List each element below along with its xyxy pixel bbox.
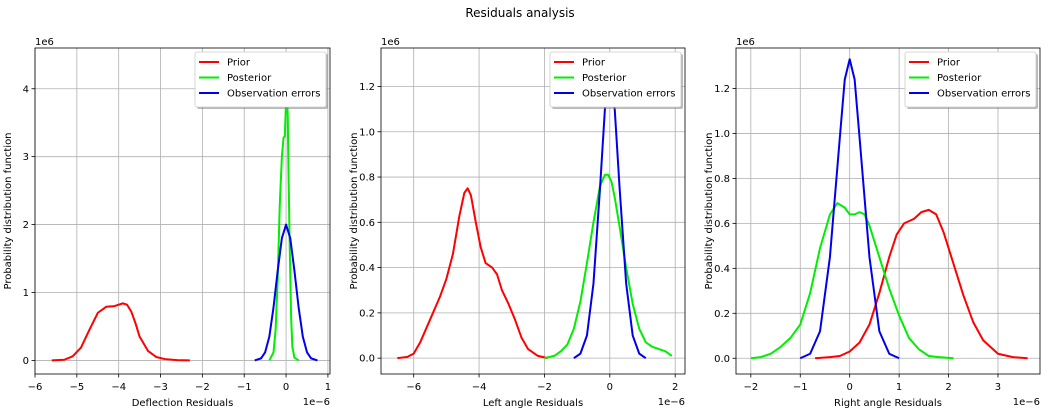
series-line-prior bbox=[397, 187, 548, 360]
x-tick-label: −4 bbox=[111, 382, 126, 393]
panel-2: −6 −4 −2 0 2 0.0 0.2 0.4 0.6 0.8 1.0 1.2 Left angle … bbox=[349, 37, 686, 409]
x-tick-label: 1 bbox=[325, 382, 331, 393]
legend-box bbox=[194, 51, 327, 108]
series-line-observation-errors bbox=[799, 58, 900, 360]
x-axis-label: Deflection Residuals bbox=[132, 398, 234, 409]
x-tick-label: 3 bbox=[995, 382, 1001, 393]
grid bbox=[381, 48, 685, 374]
legend-entry-label: Prior bbox=[582, 58, 606, 69]
axes-frame bbox=[34, 47, 331, 375]
x-tick-label: −2 bbox=[195, 382, 210, 393]
y-tick-label: 0.2 bbox=[359, 308, 375, 319]
x-tick-label: 0 bbox=[607, 382, 613, 393]
series-line-observation-errors bbox=[254, 223, 318, 362]
legend-entry-label: Prior bbox=[227, 58, 251, 69]
x-tick-label: −3 bbox=[153, 382, 168, 393]
x-tick-label: 2 bbox=[672, 382, 678, 393]
figure-suptitle: Residuals analysis bbox=[465, 6, 574, 20]
y-tick-label: 1 bbox=[23, 288, 29, 299]
legend-box bbox=[549, 51, 682, 108]
panel-1: −6 −5 −4 −3 −2 −1 0 1 0 1 2 3 4 Deflection Residuals P… bbox=[3, 37, 331, 409]
series-group bbox=[51, 91, 318, 362]
x-tick-label: −1 bbox=[237, 382, 252, 393]
y-tick-label: 0.0 bbox=[714, 354, 730, 365]
legend: Prior Posterior Observation errors bbox=[904, 51, 1038, 109]
y-tick-label: 0.0 bbox=[359, 354, 375, 365]
x-tick-label: −6 bbox=[406, 382, 421, 393]
x-tick-label: 0 bbox=[283, 382, 289, 393]
legend-entry-label: Posterior bbox=[227, 73, 272, 84]
legend-entry-label: Posterior bbox=[937, 73, 982, 84]
legend-entry-label: Posterior bbox=[582, 73, 627, 84]
series-line-posterior bbox=[268, 91, 300, 362]
chart-panels: −6 −5 −4 −3 −2 −1 0 1 0 1 2 3 4 Deflection Residuals P… bbox=[3, 37, 1041, 409]
y-tick-label: 1.0 bbox=[714, 129, 730, 140]
x-axis-label: Left angle Residuals bbox=[483, 398, 583, 409]
y-tick-label: 0.4 bbox=[359, 263, 375, 274]
y-tick-label: 1.0 bbox=[359, 127, 375, 138]
x-tick-label: −1 bbox=[793, 382, 808, 393]
y-tick-label: 0.8 bbox=[714, 174, 730, 185]
y-tick-label: 0.6 bbox=[714, 219, 730, 230]
x-scale-label: 1e−6 bbox=[658, 397, 685, 408]
series-line-prior bbox=[51, 302, 190, 362]
axes-frame bbox=[735, 47, 1041, 375]
x-tick-label: 2 bbox=[945, 382, 951, 393]
x-tick-label: 0 bbox=[847, 382, 853, 393]
series-group bbox=[397, 76, 673, 360]
y-tick-label: 0.6 bbox=[359, 218, 375, 229]
y-tick-label: 1.2 bbox=[714, 84, 730, 95]
y-axis-label: Probability distribution function bbox=[704, 132, 715, 289]
x-tick-label: 1 bbox=[896, 382, 902, 393]
y-scale-label: 1e6 bbox=[736, 37, 755, 48]
series-group bbox=[750, 58, 1028, 360]
x-tick-label: −2 bbox=[743, 382, 758, 393]
y-tick-label: 0 bbox=[23, 356, 29, 367]
y-tick-label: 1.2 bbox=[359, 82, 375, 93]
series-line-prior bbox=[815, 208, 1028, 360]
y-tick-label: 3 bbox=[23, 152, 29, 163]
y-tick-label: 0.8 bbox=[359, 173, 375, 184]
y-tick-label: 0.4 bbox=[714, 264, 730, 275]
series-line-posterior bbox=[750, 202, 954, 360]
y-scale-label: 1e6 bbox=[381, 37, 400, 48]
axes-frame bbox=[380, 47, 686, 375]
x-scale-label: 1e−6 bbox=[303, 397, 330, 408]
y-axis-label: Probability distribution function bbox=[3, 132, 14, 289]
legend-entry-label: Observation errors bbox=[937, 89, 1031, 100]
y-tick-label: 0.2 bbox=[714, 309, 730, 320]
legend-entry-label: Prior bbox=[937, 58, 961, 69]
y-axis-label: Probability distribution function bbox=[349, 132, 360, 289]
x-tick-label: −4 bbox=[472, 382, 487, 393]
x-tick-label: −5 bbox=[69, 382, 84, 393]
x-tick-label: −6 bbox=[28, 382, 43, 393]
legend-entry-label: Observation errors bbox=[582, 89, 676, 100]
series-line-posterior bbox=[544, 173, 673, 360]
legend: Prior Posterior Observation errors bbox=[194, 51, 328, 109]
y-tick-label: 2 bbox=[23, 220, 29, 231]
x-scale-label: 1e−6 bbox=[1013, 397, 1040, 408]
legend-box bbox=[904, 51, 1037, 108]
legend: Prior Posterior Observation errors bbox=[549, 51, 683, 109]
y-tick-label: 4 bbox=[23, 84, 29, 95]
x-axis-label: Right angle Residuals bbox=[834, 398, 942, 409]
panel-3: −2 −1 0 1 2 3 0.0 0.2 0.4 0.6 0.8 1.0 1.2 Right angle… bbox=[704, 37, 1041, 409]
x-tick-label: −2 bbox=[537, 382, 552, 393]
legend-entry-label: Observation errors bbox=[227, 89, 321, 100]
y-scale-label: 1e6 bbox=[35, 37, 54, 48]
